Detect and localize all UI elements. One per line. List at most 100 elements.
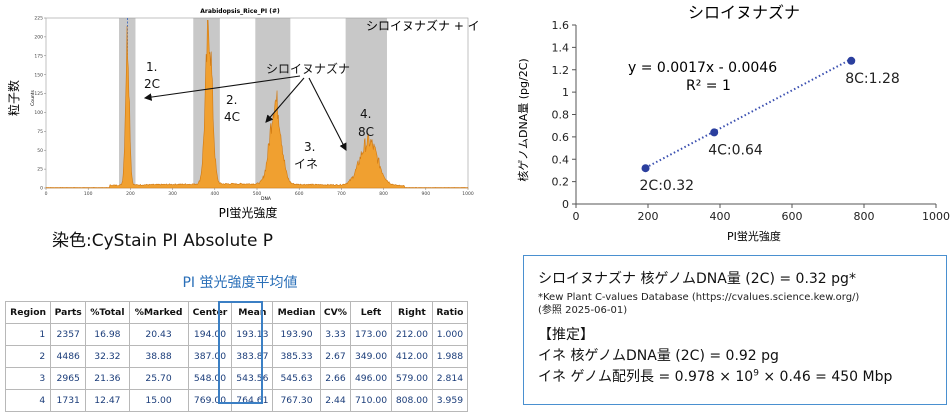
info-rice-sequence-length: イネ ゲノム配列長 = 0.978 × 109 × 0.46 = 450 Mbp	[538, 366, 936, 386]
stain-label: 染色:CyStain PI Absolute P	[52, 231, 274, 251]
arrow-to-2c	[143, 75, 301, 101]
table-cell: 1731	[50, 389, 87, 412]
info-rice-seq-post: × 0.46 = 450 Mbp	[758, 369, 893, 385]
table-title: PI 蛍光強度平均値	[182, 275, 298, 291]
scatter-point-label: 8C:1.28	[845, 71, 900, 87]
histogram-xtick-label: 600	[295, 191, 304, 197]
scatter-ytick-label: 1	[562, 86, 569, 99]
header-center: Center	[187, 301, 233, 324]
info-estimate-heading: 【推定】	[538, 327, 594, 343]
histogram-ytick-label: 175	[34, 53, 43, 59]
table-cell: 12.47	[85, 389, 130, 412]
annotation-arrows	[143, 75, 347, 151]
scatter-ytick-label: 1.6	[552, 19, 570, 32]
table-cell: 2.67	[319, 345, 352, 368]
histogram-xlabel: PI蛍光強度	[219, 205, 278, 220]
histogram-ytick-label: 225	[34, 16, 43, 22]
table-row: 4 1731 12.47 15.00 769.00 764.61 767.30 …	[4, 389, 469, 412]
histogram-xtick-label: 100	[84, 191, 93, 197]
histogram-ytick-label: 125	[34, 91, 43, 97]
info-rice-seq-exponent: 9	[753, 368, 759, 379]
table-cell: 15.00	[128, 389, 189, 412]
scatter-ylabel: 核ゲノムDNA量 (pg/2C)	[516, 58, 530, 181]
table-cell: 2.814	[431, 367, 469, 390]
header-left: Left	[350, 301, 392, 324]
scatter-xtick-label: 400	[710, 210, 731, 223]
table-cell: 1.988	[431, 345, 469, 368]
table-cell: 3	[4, 367, 52, 390]
scatter-xtick-label: 0	[573, 210, 580, 223]
annotation-peak2-label: 4C	[224, 110, 240, 124]
header-total: %Total	[85, 301, 130, 324]
table-header-row: Region Parts %Total %Marked Center Mean …	[4, 301, 469, 324]
scatter-ytick-label: 0.8	[552, 109, 570, 122]
histogram-ytick-label: 75	[37, 129, 43, 135]
table-cell: 545.63	[272, 367, 321, 390]
scatter-xtick-label: 800	[854, 210, 875, 223]
table-cell: 3.959	[431, 389, 469, 412]
annotation-peak2-number: 2.	[226, 93, 237, 107]
scatter-ticks: 0 0.2 0.4 0.6 0.8 1 1.2 1.4 1.6 0 200 400 600 800 1000	[552, 19, 951, 223]
annotation-species: シロイヌナズナ	[266, 61, 350, 76]
annotation-peak3-number: 3.	[304, 140, 315, 154]
histogram-xtick-label: 500	[253, 191, 262, 197]
info-rice-genome: イネ 核ゲノムDNA量 (2C) = 0.92 pg	[538, 348, 779, 364]
histogram-ytick-label: 200	[34, 34, 43, 40]
histogram-ytick-label: 25	[37, 167, 43, 173]
table-cell: 173.00	[350, 323, 392, 346]
table-cell: 767.30	[272, 389, 321, 412]
scatter-ytick-label: 1.4	[552, 41, 570, 54]
histogram-ylabel: 粒子数	[8, 80, 21, 116]
table-cell: 16.98	[85, 323, 130, 346]
histogram-xlabel-small: DNA	[261, 196, 272, 202]
table-cell: 212.00	[390, 323, 433, 346]
mean-column-highlight	[218, 301, 263, 404]
header-parts: Parts	[50, 301, 87, 324]
info-reference-source: *Kew Plant C-values Database (https://cv…	[538, 292, 860, 303]
table-cell: 3.33	[319, 323, 352, 346]
table-row: 1 2357 16.98 20.43 194.00 193.13 193.90 …	[4, 323, 469, 346]
table-cell: 2.66	[319, 367, 352, 390]
table-cell: 2.44	[319, 389, 352, 412]
header-ratio: Ratio	[431, 301, 469, 324]
histogram-ticks: 0 25 50 75 100 125 150 175 200 225 0 100 200 300 400 50…	[34, 16, 473, 197]
histogram-ylabel-small: Counts	[30, 89, 36, 105]
table-cell: 385.33	[272, 345, 321, 368]
scatter-point-label: 2C:0.32	[640, 178, 695, 194]
histogram-area	[45, 19, 469, 189]
scatter-ytick-label: 0.2	[552, 176, 570, 189]
annotation-peak1-label: 2C	[144, 77, 160, 91]
histogram-xtick-label: 1000	[462, 191, 474, 197]
histogram-annotations: シロイヌナズナ 1. 2C 2. 4C 3. イネ 4. 8C	[144, 60, 374, 171]
annotation-peak3-label: イネ	[294, 157, 318, 171]
table-cell: 496.00	[350, 367, 392, 390]
scatter-ytick-label: 0	[562, 198, 569, 211]
info-reference: *Kew Plant C-values Database (https://cv…	[538, 291, 936, 317]
histogram-ytick-label: 100	[34, 110, 43, 116]
table-cell: 20.43	[128, 323, 189, 346]
scatter-xlabel: PI蛍光強度	[727, 229, 781, 243]
table-cell: 4	[4, 389, 52, 412]
table-cell: 1	[4, 323, 52, 346]
header-median: Median	[272, 301, 321, 324]
trendline	[645, 58, 852, 169]
histogram-xtick-label: 400	[211, 191, 220, 197]
info-box: シロイヌナズナ 核ゲノムDNA量 (2C) = 0.32 pg* *Kew Pl…	[523, 255, 947, 405]
scatter-point	[710, 128, 719, 137]
histogram-ytick-label: 0	[40, 186, 43, 192]
scatter-ytick-label: 1.2	[552, 64, 570, 77]
annotation-peak1-number: 1.	[146, 60, 157, 74]
histogram-xtick-label: 200	[126, 191, 135, 197]
table-cell: 25.70	[128, 367, 189, 390]
scatter-point	[847, 56, 856, 65]
table-cell: 2	[4, 345, 52, 368]
arrow-to-4c	[265, 77, 305, 123]
annotation-peak4-label: 8C	[358, 125, 374, 139]
header-cv: CV%	[319, 301, 352, 324]
histogram-ytick-label: 50	[37, 148, 43, 154]
histogram-xtick-label: 300	[168, 191, 177, 197]
scatter-point	[641, 164, 650, 173]
scatter-xtick-label: 600	[782, 210, 803, 223]
header-region: Region	[4, 301, 52, 324]
info-rice-seq-pre: イネ ゲノム配列長 = 0.978 × 10	[538, 369, 754, 385]
